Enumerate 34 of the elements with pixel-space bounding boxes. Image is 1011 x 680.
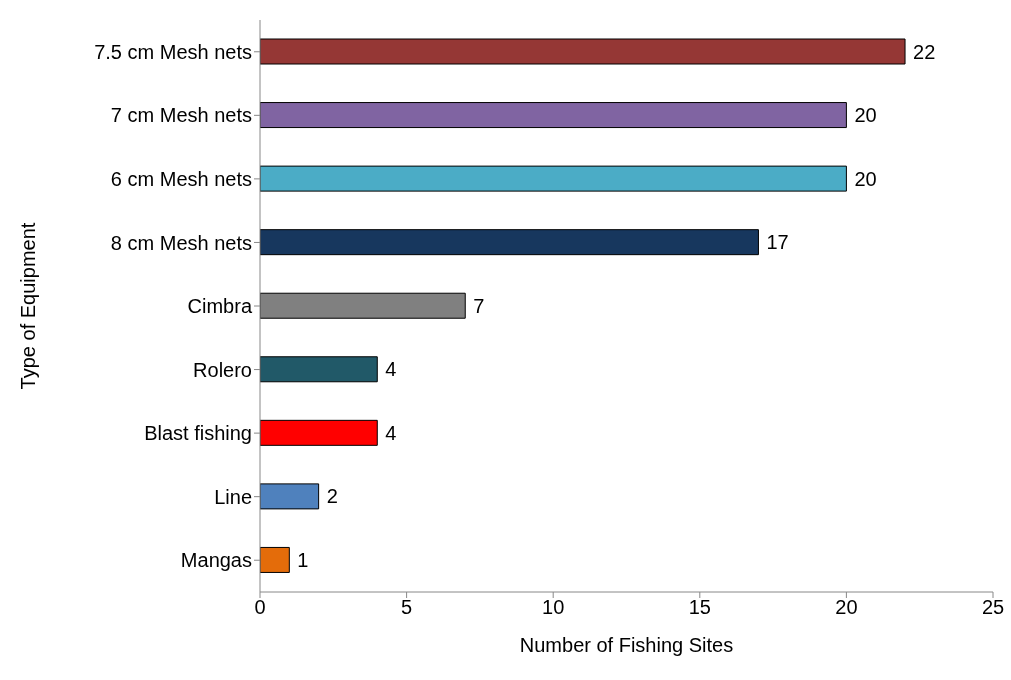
y-tick-label: 7 cm Mesh nets <box>110 104 252 127</box>
x-tick-label: 10 <box>542 596 565 619</box>
data-label: 20 <box>854 104 877 127</box>
y-tick-label: Line <box>214 485 252 508</box>
data-label: 7 <box>473 294 485 317</box>
y-tick-label: 7.5 cm Mesh nets <box>94 40 252 63</box>
data-label: 17 <box>766 231 789 254</box>
y-tick-label: Mangas <box>180 549 252 572</box>
y-tick-label: 8 cm Mesh nets <box>110 231 252 254</box>
data-label: 20 <box>854 167 877 190</box>
data-label: 22 <box>913 40 936 63</box>
x-tick-label: 0 <box>254 596 266 619</box>
bar <box>260 419 378 446</box>
bar <box>260 546 290 573</box>
x-axis-title: Number of Fishing Sites <box>519 634 734 656</box>
x-tick-label: 20 <box>835 596 858 619</box>
x-tick-label: 15 <box>688 596 711 619</box>
y-tick-label: Blast fishing <box>144 422 252 445</box>
bar <box>260 165 847 192</box>
data-label: 2 <box>326 485 338 508</box>
bar <box>260 356 378 383</box>
x-tick-label: 25 <box>981 596 1005 619</box>
bar <box>260 483 320 510</box>
data-label: 1 <box>297 549 309 572</box>
x-tick-label: 5 <box>401 596 413 619</box>
data-label: 4 <box>385 421 397 444</box>
bar <box>260 38 906 65</box>
y-tick-label: Rolero <box>193 358 252 381</box>
y-axis-title: Type of Equipment <box>17 222 40 390</box>
data-label: 4 <box>385 358 397 381</box>
bar <box>260 102 847 129</box>
y-tick-label: 6 cm Mesh nets <box>110 167 252 190</box>
bar <box>260 229 759 256</box>
y-tick-label: Cimbra <box>187 295 253 318</box>
